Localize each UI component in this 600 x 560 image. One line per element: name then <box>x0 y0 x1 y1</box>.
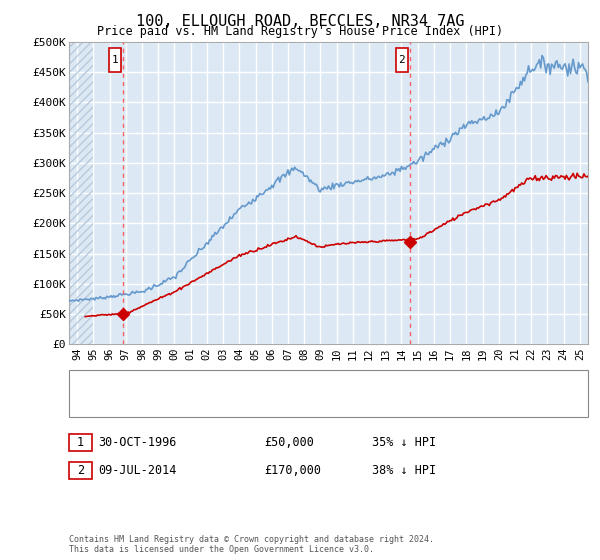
Text: 35% ↓ HPI: 35% ↓ HPI <box>372 436 436 449</box>
Text: 2: 2 <box>77 464 84 477</box>
Text: £170,000: £170,000 <box>264 464 321 477</box>
Text: ────: ──── <box>75 376 105 389</box>
FancyBboxPatch shape <box>109 48 121 72</box>
Text: 30-OCT-1996: 30-OCT-1996 <box>98 436 176 449</box>
Text: 38% ↓ HPI: 38% ↓ HPI <box>372 464 436 477</box>
Text: 100, ELLOUGH ROAD, BECCLES, NR34 7AG: 100, ELLOUGH ROAD, BECCLES, NR34 7AG <box>136 14 464 29</box>
Text: HPI: Average price, detached house, East Suffolk: HPI: Average price, detached house, East… <box>120 402 420 412</box>
Text: 2: 2 <box>398 55 405 65</box>
Text: 100, ELLOUGH ROAD, BECCLES, NR34 7AG (detached house): 100, ELLOUGH ROAD, BECCLES, NR34 7AG (de… <box>120 378 451 388</box>
Bar <box>69 42 94 344</box>
Text: ────: ──── <box>75 400 105 413</box>
Text: 09-JUL-2014: 09-JUL-2014 <box>98 464 176 477</box>
Text: 1: 1 <box>112 55 118 65</box>
Text: Contains HM Land Registry data © Crown copyright and database right 2024.
This d: Contains HM Land Registry data © Crown c… <box>69 535 434 554</box>
FancyBboxPatch shape <box>396 48 407 72</box>
Text: £50,000: £50,000 <box>264 436 314 449</box>
Text: Price paid vs. HM Land Registry's House Price Index (HPI): Price paid vs. HM Land Registry's House … <box>97 25 503 38</box>
Text: 1: 1 <box>77 436 84 449</box>
